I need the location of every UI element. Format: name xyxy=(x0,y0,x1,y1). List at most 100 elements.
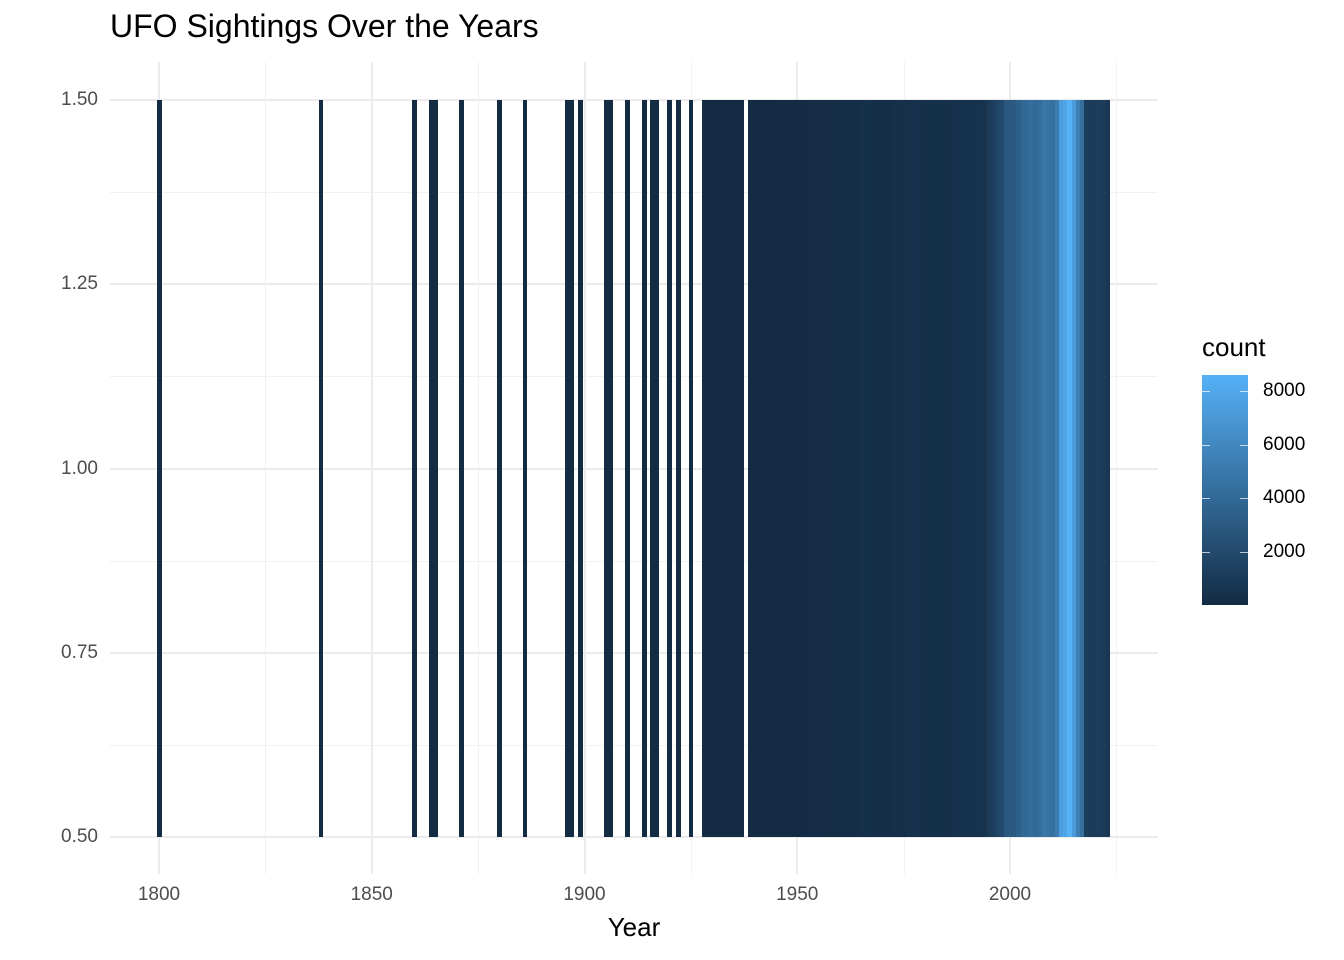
legend-colorbar xyxy=(1202,375,1248,605)
heat-bar xyxy=(433,100,439,837)
heat-bar xyxy=(803,100,809,837)
heat-bar xyxy=(973,100,979,837)
heat-bar xyxy=(807,100,813,837)
legend-tick-label: 8000 xyxy=(1263,380,1306,402)
gridline-minor-x xyxy=(265,62,267,874)
heat-bar xyxy=(1092,100,1098,837)
heat-bar xyxy=(1067,100,1073,837)
heat-bar xyxy=(969,100,975,837)
gridline-minor-y xyxy=(110,560,1158,562)
heat-bar xyxy=(910,100,915,837)
x-tick-label: 1950 xyxy=(776,884,819,905)
heat-bar xyxy=(995,100,1000,837)
heat-bar xyxy=(875,100,881,837)
gridline-minor-x xyxy=(478,62,480,874)
heat-bar xyxy=(641,100,647,837)
heat-bar xyxy=(858,100,864,837)
heat-bar xyxy=(1012,100,1017,837)
heat-bar xyxy=(927,100,932,837)
heat-bar xyxy=(731,100,736,837)
heat-bar xyxy=(961,100,966,837)
heat-bar xyxy=(956,100,962,837)
heat-bar xyxy=(786,100,792,837)
heat-bar xyxy=(1058,100,1064,837)
heat-bar xyxy=(1041,100,1047,837)
gridline-major-y xyxy=(110,467,1158,470)
x-axis-label: Year xyxy=(607,912,661,942)
heat-bar xyxy=(1075,100,1081,837)
heat-bar xyxy=(944,100,949,837)
heat-bar xyxy=(884,100,890,837)
heat-bar xyxy=(667,100,673,837)
heat-bar xyxy=(1007,100,1013,837)
legend-tick xyxy=(1240,391,1248,393)
heat-bar xyxy=(1029,100,1034,837)
heat-bar xyxy=(850,100,856,837)
heat-bar xyxy=(1097,100,1102,837)
legend-tick xyxy=(1240,498,1248,500)
y-tick-label: 1.50 xyxy=(61,89,98,110)
heat-bar xyxy=(1105,100,1111,837)
legend-tick-label: 6000 xyxy=(1263,433,1306,455)
heat-bar xyxy=(1088,100,1094,837)
heat-bar xyxy=(897,100,902,837)
heat-bar xyxy=(901,100,907,837)
heat-bar xyxy=(701,100,707,837)
heat-bar xyxy=(905,100,911,837)
chart-title: UFO Sightings Over the Years xyxy=(110,8,539,44)
gridline-minor-y xyxy=(110,744,1158,746)
heat-bar xyxy=(752,100,758,837)
heat-bar xyxy=(880,100,885,837)
heat-bar xyxy=(790,100,796,837)
legend-tick xyxy=(1202,498,1210,500)
x-tick-label: 2000 xyxy=(988,884,1032,905)
heat-bar xyxy=(739,100,745,837)
heat-bar xyxy=(948,100,953,837)
heat-bar xyxy=(888,100,894,837)
heat-bar xyxy=(1063,100,1068,837)
heat-bar xyxy=(820,100,826,837)
heat-bar xyxy=(914,100,919,837)
legend-tick xyxy=(1202,391,1210,393)
heat-bar xyxy=(761,100,766,837)
gridline-major-x xyxy=(370,62,373,874)
heat-bar xyxy=(1024,100,1030,837)
heat-bar xyxy=(688,100,694,837)
heat-bar xyxy=(837,100,843,837)
y-tick-label: 0.75 xyxy=(61,641,98,663)
gridline-major-y xyxy=(110,99,1158,101)
heat-bar xyxy=(156,100,162,837)
gridline-minor-x xyxy=(1116,62,1118,874)
heat-bar xyxy=(769,100,775,837)
heat-bar xyxy=(999,100,1004,837)
plot-area xyxy=(110,62,1158,874)
x-tick-label: 1900 xyxy=(563,884,606,905)
legend-tick xyxy=(1202,551,1210,553)
heat-bar xyxy=(778,100,783,837)
x-tick-label: 1850 xyxy=(350,884,393,905)
heat-bar xyxy=(654,100,660,837)
x-tick-label: 1800 xyxy=(137,884,181,905)
gridline-major-y xyxy=(110,283,1158,286)
heat-bar xyxy=(718,100,724,837)
legend-tick xyxy=(1202,444,1210,446)
heat-bar xyxy=(816,100,822,837)
heat-bar xyxy=(1050,100,1056,837)
heat-bar xyxy=(710,100,715,837)
heat-bar xyxy=(429,100,434,837)
heat-bar xyxy=(978,100,983,837)
heat-bar xyxy=(812,100,817,837)
heat-bar xyxy=(714,100,719,837)
heat-bar xyxy=(939,100,945,837)
heat-bar xyxy=(748,100,753,837)
heat-bar xyxy=(624,100,630,837)
heat-bar xyxy=(565,100,570,837)
gridline-major-y xyxy=(110,836,1158,838)
legend-title: count xyxy=(1202,332,1266,362)
gridline-minor-y xyxy=(110,376,1158,378)
heat-bar xyxy=(522,100,528,837)
y-tick-label: 1.25 xyxy=(61,273,98,295)
heat-bar xyxy=(799,100,805,837)
heat-bar xyxy=(1046,100,1051,837)
heat-bar xyxy=(1080,100,1085,837)
